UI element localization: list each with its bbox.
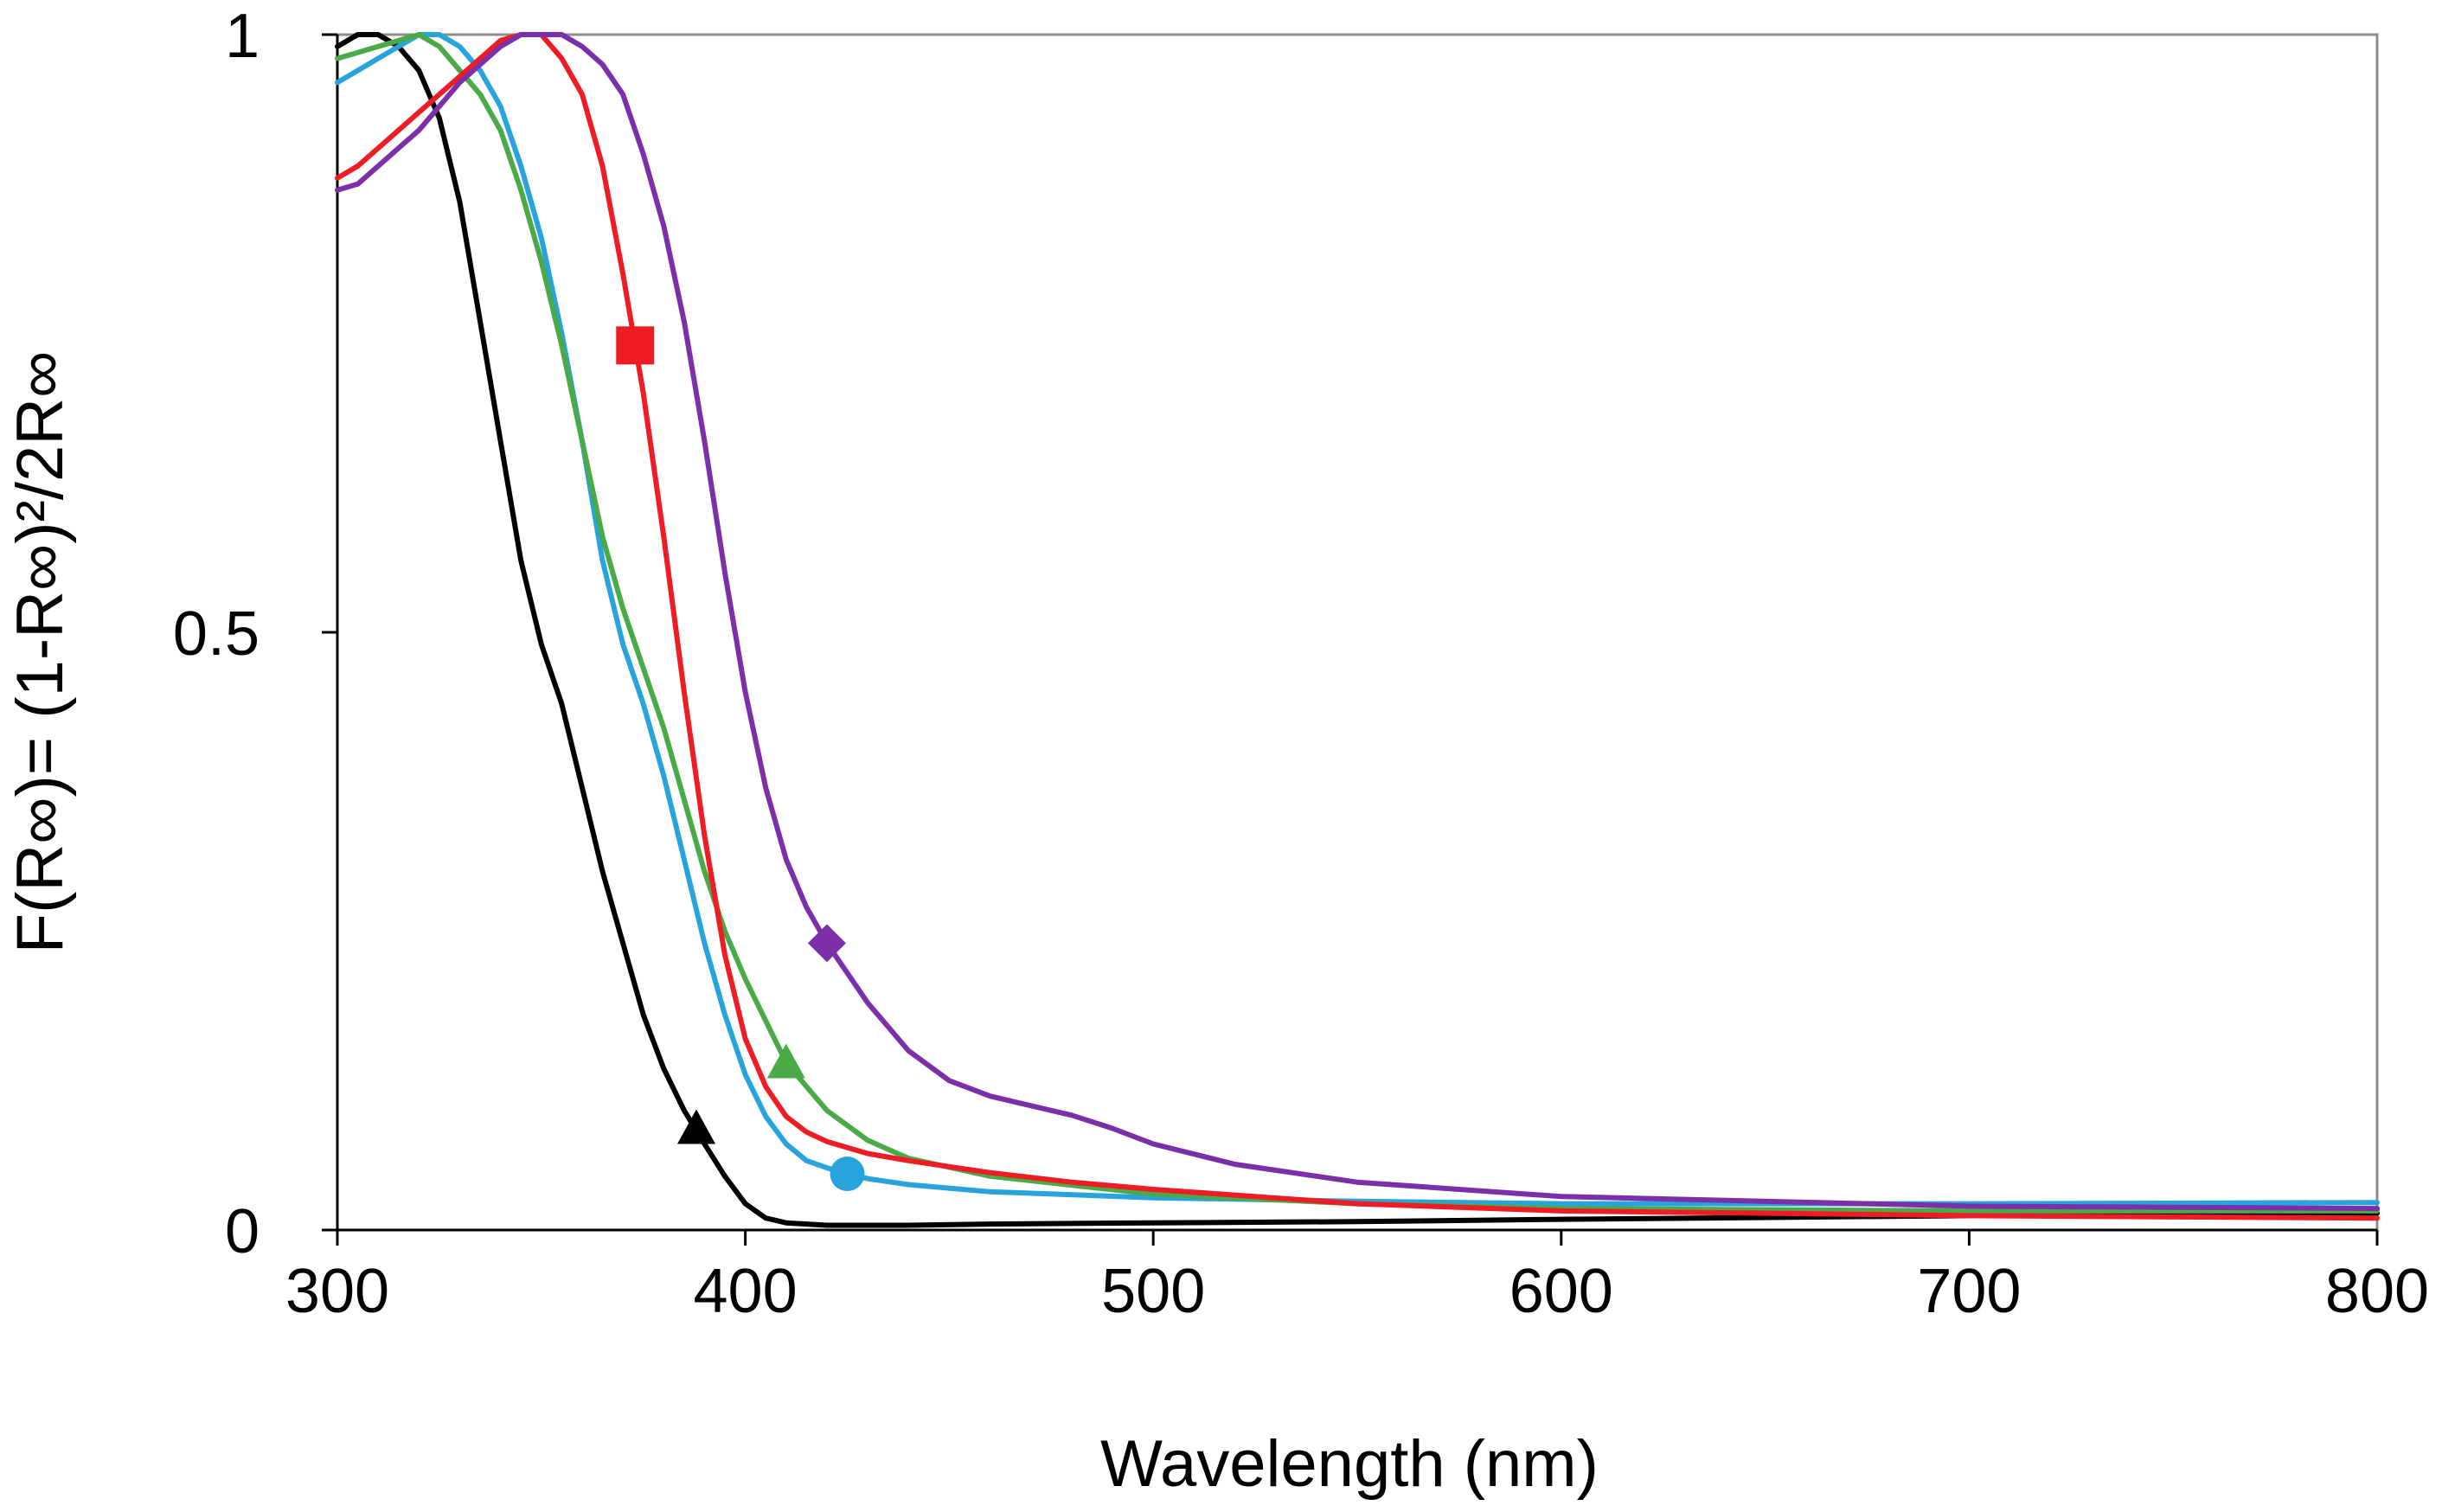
series-line-red <box>335 32 2380 1221</box>
series-line-purple <box>335 32 2380 1212</box>
series-line-blue <box>335 32 2380 1207</box>
marker-layer <box>616 326 865 1192</box>
tick-labels: 300 400 500 600 700 800 0 0.5 1 <box>173 2 2429 1326</box>
x-tick-label: 300 <box>285 1257 389 1326</box>
marker-purple-diamond <box>807 924 846 963</box>
marker-blue-circle <box>830 1156 865 1192</box>
x-axis-title: Wavelength (nm) <box>1100 1427 1599 1501</box>
y-tick-label: 1 <box>225 2 260 71</box>
marker-black-triangle <box>677 1109 716 1144</box>
x-tick-label: 600 <box>1509 1257 1613 1326</box>
marker-green-triangle <box>766 1043 805 1079</box>
plot-border <box>336 33 2379 1232</box>
x-tick-label: 700 <box>1917 1257 2021 1326</box>
marker-red-square <box>616 326 655 365</box>
x-tick-label: 500 <box>1101 1257 1205 1326</box>
plot-frame <box>336 33 2379 1232</box>
x-tick-label: 400 <box>694 1257 798 1326</box>
y-tick-label: 0 <box>225 1197 260 1266</box>
series-line-green <box>335 32 2380 1214</box>
x-tick-label: 800 <box>2325 1257 2429 1326</box>
y-tick-label: 0.5 <box>173 599 260 669</box>
series-line-black <box>335 32 2380 1228</box>
y-axis-title: F(R∞)= (1-R∞)²/2R∞ <box>3 351 77 954</box>
series-layer <box>335 32 2380 1228</box>
axis-ticks <box>322 33 2379 1246</box>
